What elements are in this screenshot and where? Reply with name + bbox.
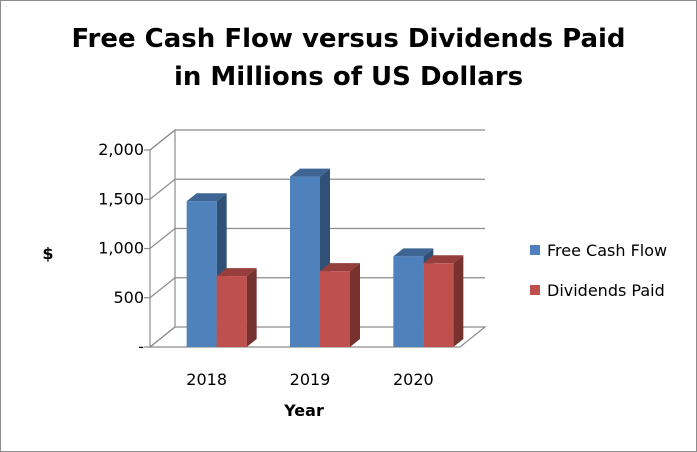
gridline [149,277,485,299]
legend-swatch [530,245,540,255]
legend-label: Dividends Paid [547,281,665,300]
bar-dividends-paid-2018 [216,268,257,347]
chart-title-line-2: in Millions of US Dollars [173,62,524,92]
bar-top [423,255,464,264]
gridline [149,129,485,151]
y-axis-title: $ [42,244,53,263]
gridline [149,227,485,249]
bar-side [453,255,464,347]
y-tick-label: 500 [113,288,144,307]
bar-front [423,263,454,347]
bar-front [393,256,424,347]
gridlines [144,129,485,348]
chart-title: Free Cash Flow versus Dividends Paid in … [0,20,697,96]
x-axis-title: Year [283,401,324,420]
bar-dividends-paid-2019 [320,263,360,347]
y-tick-labels: - 500 1,000 1,500 2,000 [98,140,144,356]
x-tick-label: 2020 [393,370,434,389]
bar-top [320,263,360,272]
chart-title-line-1: Free Cash Flow versus Dividends Paid [71,24,626,54]
bar-side [350,263,360,347]
bar-front [290,176,320,347]
bar-front [320,271,350,347]
bar-front [186,201,217,347]
legend-swatch [530,285,540,295]
bar-top [216,268,257,277]
x-tick-label: 2018 [186,370,227,389]
y-tick-label: 1,500 [98,189,144,208]
y-tick-label: 2,000 [98,140,144,159]
bar-front [216,276,247,347]
floor [148,326,487,348]
bar-top [393,248,434,257]
x-tick-label: 2019 [290,370,331,389]
bars [186,168,464,347]
bar-top [290,168,330,177]
bar-top [186,193,227,202]
y-tick-label: 1,000 [98,239,144,258]
y-tick-label: - [138,337,144,356]
legend-label: Free Cash Flow [547,241,667,260]
gridline [149,178,485,200]
legend: Free Cash Flow Dividends Paid [530,241,667,300]
bar-dividends-paid-2020 [423,255,464,347]
x-tick-labels: 2018 2019 2020 [186,370,433,389]
bar-side [246,268,257,347]
